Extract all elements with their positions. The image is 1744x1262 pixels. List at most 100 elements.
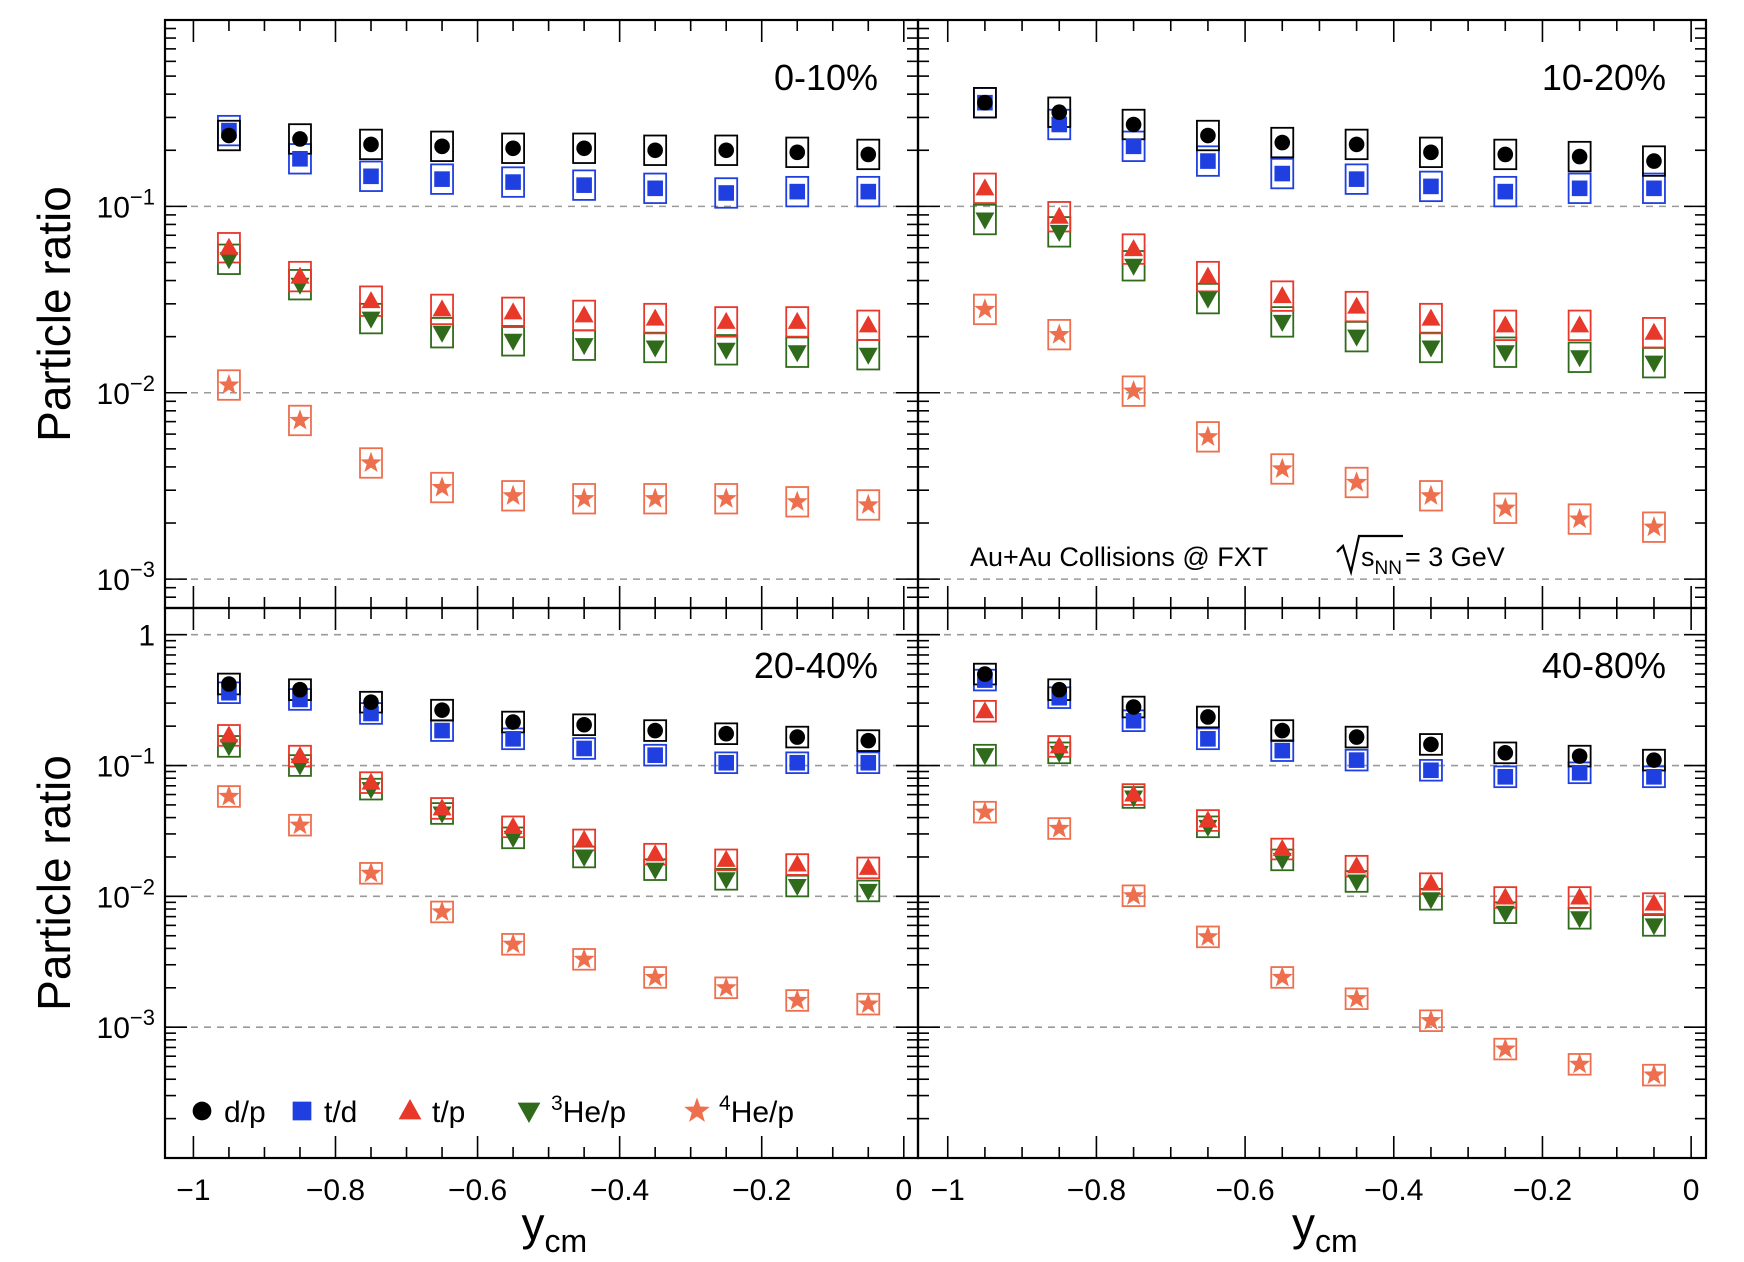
point-dp xyxy=(718,725,734,742)
x-tick-label: −0.8 xyxy=(1067,1174,1126,1207)
point-dp xyxy=(647,722,663,739)
sys-box-he3 xyxy=(973,203,997,236)
sys-box-tp xyxy=(501,296,525,329)
sys-box-he3 xyxy=(1196,282,1220,315)
point-dp xyxy=(1646,752,1662,768)
point-he3 xyxy=(503,830,523,848)
point-dp xyxy=(1348,729,1365,745)
sys-box-dp xyxy=(856,138,881,171)
point-tp xyxy=(975,178,995,196)
point-he4 xyxy=(218,785,240,806)
sys-box-he3 xyxy=(1493,336,1518,368)
point-dp xyxy=(505,140,521,157)
point-he4 xyxy=(431,900,453,922)
point-he4 xyxy=(857,493,879,515)
sys-box-he4 xyxy=(785,486,810,518)
sys-box-dp xyxy=(1344,725,1369,749)
y-axis-title: Particle ratio xyxy=(28,755,80,1011)
point-td xyxy=(1274,742,1291,759)
point-tp xyxy=(716,311,736,329)
point-he4 xyxy=(1048,817,1070,838)
point-he3 xyxy=(574,849,594,867)
point-tp xyxy=(787,854,807,872)
sys-box-he4 xyxy=(1642,511,1666,543)
point-td xyxy=(860,754,877,771)
point-td xyxy=(647,747,663,763)
sys-box-tp xyxy=(1493,309,1518,341)
sys-box-he3 xyxy=(1270,306,1295,338)
point-dp xyxy=(1125,699,1142,715)
sys-box-he3 xyxy=(1642,914,1666,937)
point-he3 xyxy=(858,883,878,901)
point-dp xyxy=(434,702,450,718)
x-axis-title: ycm xyxy=(522,1198,588,1259)
annotation-suffix: = 3 GeV xyxy=(1405,542,1505,572)
point-td xyxy=(1423,178,1439,195)
point-tp xyxy=(645,844,665,862)
point-tp xyxy=(432,798,452,816)
sys-box-tp xyxy=(1642,317,1666,349)
sys-box-dp xyxy=(714,134,739,166)
point-dp xyxy=(1423,144,1439,161)
point-tp xyxy=(716,849,736,867)
point-he4 xyxy=(644,966,666,987)
point-td xyxy=(718,185,734,201)
point-he4 xyxy=(360,862,382,883)
legend-label-dp: d/p xyxy=(224,1096,266,1129)
point-td xyxy=(1200,153,1216,169)
point-he3 xyxy=(787,878,807,896)
point-he4 xyxy=(786,490,808,511)
point-he3 xyxy=(432,325,452,343)
sys-box-he4 xyxy=(430,471,454,504)
point-he4 xyxy=(1345,987,1368,1008)
legend-label-he3: 3He/p xyxy=(551,1092,626,1129)
sys-box-tp xyxy=(1419,302,1443,335)
systematic-box-layer xyxy=(217,87,1666,1087)
point-td xyxy=(363,705,379,722)
sys-box-td xyxy=(1493,765,1518,789)
point-tp xyxy=(503,302,523,320)
point-he4 xyxy=(1271,966,1293,987)
point-he3 xyxy=(975,748,995,766)
point-he4 xyxy=(974,800,996,822)
point-tp xyxy=(1124,784,1144,802)
y-tick-label: 1 xyxy=(138,620,155,653)
point-td xyxy=(1348,752,1365,768)
x-tick-label: −0.6 xyxy=(448,1174,507,1207)
point-td xyxy=(1571,180,1588,197)
point-dp xyxy=(576,140,592,157)
point-dp xyxy=(1051,104,1068,121)
sys-box-td xyxy=(1196,727,1220,751)
sys-box-td xyxy=(1344,163,1369,195)
y-axis-title: Particle ratio xyxy=(28,186,80,442)
point-dp xyxy=(789,144,806,161)
point-tp xyxy=(1570,315,1590,333)
legend-marker-he3 xyxy=(517,1102,541,1123)
legend-entry-he3: 3He/p xyxy=(517,1092,626,1129)
sys-box-he4 xyxy=(973,293,997,326)
legend-label-td: t/d xyxy=(324,1096,357,1129)
panel-frame xyxy=(163,606,920,1160)
sys-box-tp xyxy=(1270,280,1295,312)
sys-box-td xyxy=(1642,172,1666,204)
point-dp xyxy=(977,666,993,682)
x-tick-label: 0 xyxy=(1683,1174,1700,1207)
point-td xyxy=(1125,712,1142,729)
energy-annotation: Au+Au Collisions @ FXT sNN = 3 GeV xyxy=(970,534,1505,579)
point-he4 xyxy=(1048,323,1070,344)
point-td xyxy=(1497,769,1514,785)
point-td xyxy=(505,174,521,190)
point-he4 xyxy=(1122,379,1145,401)
sys-box-he3 xyxy=(1567,341,1592,373)
sys-box-td xyxy=(1419,170,1443,203)
point-dp xyxy=(1423,736,1439,753)
point-he4 xyxy=(857,992,879,1014)
point-tp xyxy=(858,315,878,333)
sys-box-he3 xyxy=(430,317,454,349)
point-he3 xyxy=(716,342,736,360)
sys-box-he4 xyxy=(359,447,383,479)
sys-box-he4 xyxy=(1344,466,1369,499)
sys-box-dp xyxy=(1419,733,1443,756)
sys-box-td xyxy=(856,751,881,775)
sys-box-dp xyxy=(1493,138,1518,171)
